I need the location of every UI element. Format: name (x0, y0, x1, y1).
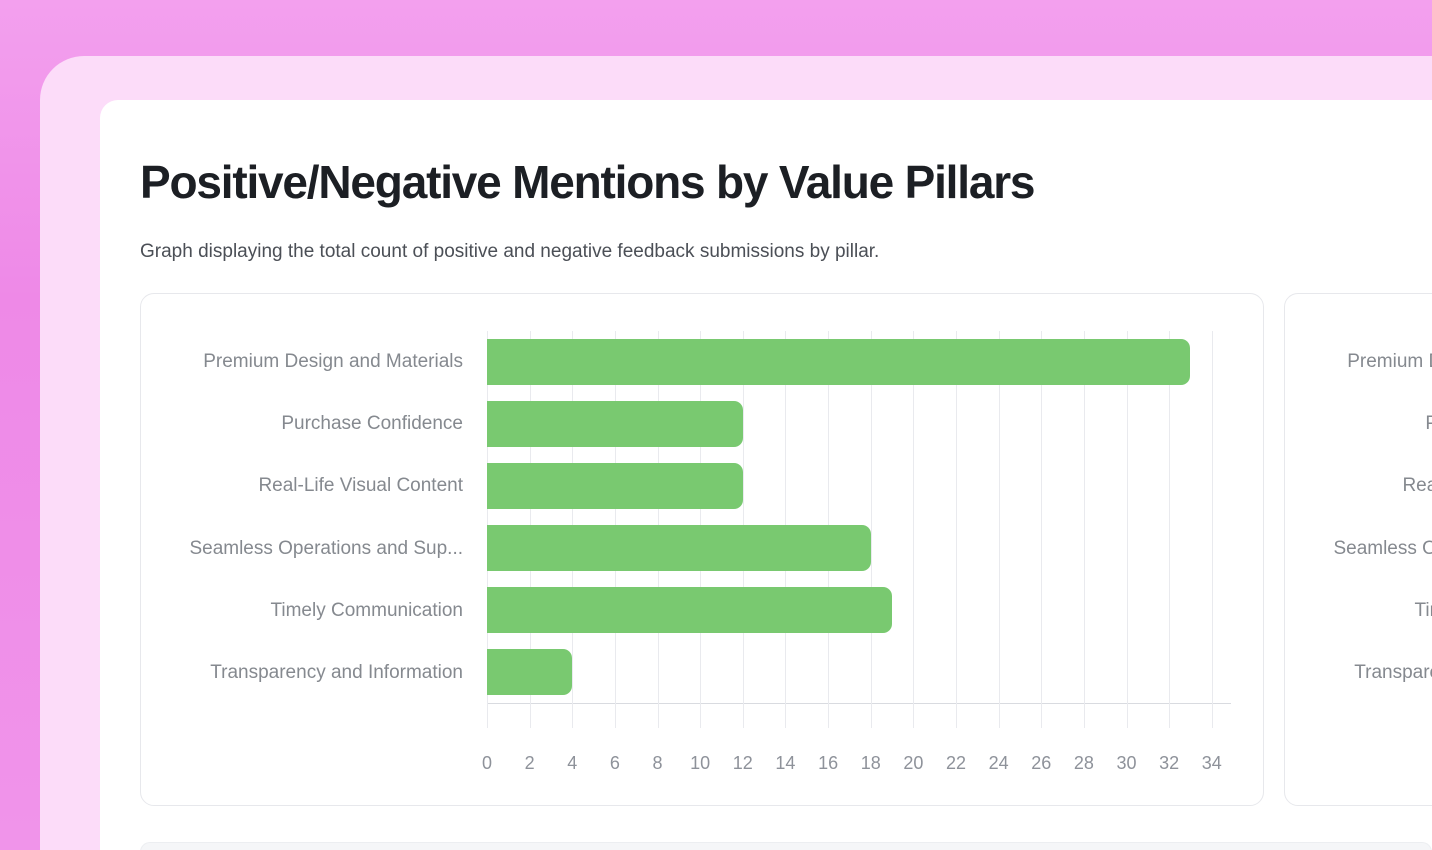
x-tick-label: 18 (860, 753, 881, 773)
category-label: Transparency and Information (1354, 661, 1432, 683)
gridline (913, 331, 915, 728)
x-tick-label: 16 (818, 753, 839, 773)
x-tick-label: 22 (945, 753, 966, 773)
category-axis: Premium Design and Materials Purchase Co… (141, 331, 463, 704)
x-tick-label: 12 (732, 753, 753, 773)
mention-count-bar[interactable] (487, 339, 1191, 385)
positive-mentions-chart-card: Premium Design and Materials Purchase Co… (140, 293, 1264, 806)
mention-count-bar[interactable] (487, 463, 743, 509)
category-axis: Premium Design and Materials Purchase Co… (1285, 331, 1432, 704)
x-tick-label: 8 (652, 753, 663, 773)
x-tick-label: 24 (988, 753, 1009, 773)
bar-row (487, 331, 1231, 393)
category-label: Premium Design and Materials (1347, 351, 1432, 373)
x-tick-label: 14 (775, 753, 796, 773)
x-tick-label: 2 (524, 753, 535, 773)
bar-row (487, 455, 1231, 517)
gridline (1211, 331, 1213, 728)
x-tick-label: 6 (609, 753, 620, 773)
x-tick-label: 28 (1073, 753, 1094, 773)
mention-count-bar[interactable] (487, 649, 573, 695)
category-label: Seamless Operations and Sup... (189, 537, 463, 559)
page-title: Positive/Negative Mentions by Value Pill… (140, 156, 1036, 208)
bar-row (487, 579, 1231, 641)
mention-count-bar[interactable] (487, 401, 743, 447)
category-label: Real-Life Visual Content (258, 475, 463, 497)
bar-row (487, 393, 1231, 455)
bar-series (487, 331, 1231, 703)
gridline (955, 331, 957, 728)
category-label: Purchase Confidence (1425, 413, 1432, 435)
page-subtitle: Graph displaying the total count of posi… (140, 241, 880, 262)
x-tick-label: 26 (1031, 753, 1052, 773)
gridline (1083, 331, 1085, 728)
gridline (870, 331, 872, 728)
bar-row (487, 517, 1231, 579)
category-label: Timely Communication (270, 599, 463, 621)
category-label: Premium Design and Materials (203, 351, 463, 373)
next-section-top-edge (140, 842, 1432, 850)
category-label: Timely Communication (1414, 599, 1432, 621)
x-tick-label: 30 (1116, 753, 1137, 773)
bar-row (487, 641, 1231, 703)
gridline (998, 331, 1000, 728)
x-tick-label: 34 (1201, 753, 1222, 773)
mention-count-bar[interactable] (487, 525, 871, 571)
x-tick-label: 0 (481, 753, 493, 773)
category-label: Real-Life Visual Content (1402, 475, 1432, 497)
category-label: Purchase Confidence (281, 413, 463, 435)
gridline (1041, 331, 1043, 728)
category-label: Seamless Operations and Sup... (1333, 537, 1432, 559)
mention-count-bar[interactable] (487, 587, 893, 633)
gridline (1126, 331, 1128, 728)
category-label: Transparency and Information (210, 661, 463, 683)
plot-area: 0 2 4 6 8 10 12 14 16 18 20 22 24 26 28 30 32 34 (482, 331, 1231, 773)
x-tick-label: 20 (903, 753, 924, 773)
x-tick-label: 32 (1159, 753, 1180, 773)
x-tick-label: 10 (690, 753, 711, 773)
gridline (1169, 331, 1171, 728)
x-tick-label: 4 (567, 753, 578, 773)
second-chart-card: Premium Design and Materials Purchase Co… (1284, 293, 1432, 806)
